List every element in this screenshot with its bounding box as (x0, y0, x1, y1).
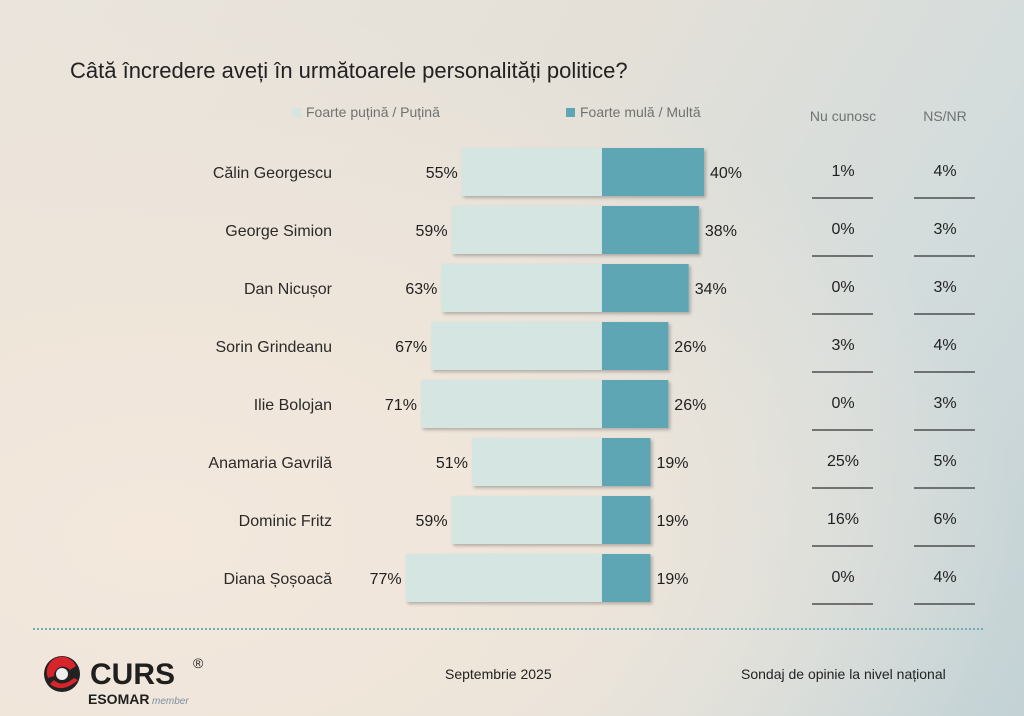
data-label-low: 71% (385, 397, 417, 414)
column-header-unknown: Nu cunosc (809, 108, 877, 124)
value-nsnr: 3% (933, 395, 956, 412)
bar-high (602, 438, 651, 486)
footer-divider (33, 628, 983, 630)
data-label-low: 63% (405, 281, 437, 298)
value-nsnr: 4% (933, 163, 956, 180)
bar-low (451, 206, 602, 254)
value-nsnr: 6% (933, 511, 956, 528)
value-nsnr: 4% (933, 337, 956, 354)
legend-item-high: Foarte mulă / Multă (566, 104, 701, 120)
value-unknown: 25% (827, 453, 859, 470)
legend-label-high: Foarte mulă / Multă (580, 104, 701, 120)
bar-high (602, 554, 651, 602)
value-unknown: 16% (827, 511, 859, 528)
category-label: Diana Șoșoacă (223, 571, 332, 588)
bar-low (471, 438, 602, 486)
curs-logo: CURS ® ESOMAR member (44, 655, 204, 707)
data-label-low: 67% (395, 339, 427, 356)
legend-swatch-high (566, 107, 575, 117)
bar-high (602, 264, 689, 312)
data-label-high: 26% (674, 339, 706, 356)
value-nsnr: 3% (933, 279, 956, 296)
brand-name: CURS (90, 658, 175, 691)
bar-high (602, 322, 669, 370)
chart-title: Câtă încredere aveți în următoarele pers… (70, 58, 628, 83)
legend-label-low: Foarte puțină / Puțină (306, 104, 440, 120)
footer-date: Septembrie 2025 (445, 666, 552, 682)
data-label-low: 59% (416, 513, 448, 530)
value-unknown: 0% (831, 279, 854, 296)
data-label-low: 59% (416, 223, 448, 240)
data-label-high: 19% (656, 571, 688, 588)
bar-low (420, 380, 602, 428)
data-label-low: 77% (370, 571, 402, 588)
value-unknown: 1% (831, 163, 854, 180)
category-label: Sorin Grindeanu (215, 339, 332, 356)
category-label: Dan Nicușor (244, 281, 333, 298)
curs-emblem-icon (44, 656, 80, 692)
data-label-low: 51% (436, 455, 468, 472)
value-unknown: 0% (831, 569, 854, 586)
legend-item-low: Foarte puțină / Puțină (292, 104, 440, 120)
footer-survey: Sondaj de opinie la nivel național (741, 666, 946, 682)
category-label: Dominic Fritz (239, 513, 332, 530)
bar-low (431, 322, 602, 370)
esomar-label: ESOMAR (88, 691, 149, 707)
value-nsnr: 4% (933, 569, 956, 586)
category-label: Anamaria Gavrilă (208, 455, 332, 472)
data-label-high: 19% (656, 455, 688, 472)
category-label: George Simion (225, 223, 332, 240)
legend-swatch-low (292, 107, 301, 117)
registered-mark: ® (193, 655, 204, 671)
member-label: member (152, 696, 189, 707)
data-label-low: 55% (426, 165, 458, 182)
bar-low (441, 264, 602, 312)
value-unknown: 0% (831, 395, 854, 412)
bar-low (451, 496, 602, 544)
bar-high (602, 206, 699, 254)
data-label-high: 34% (695, 281, 727, 298)
value-unknown: 0% (831, 221, 854, 238)
category-label: Ilie Bolojan (254, 397, 332, 414)
data-label-high: 40% (710, 165, 742, 182)
value-nsnr: 3% (933, 221, 956, 238)
bar-low (461, 148, 602, 196)
column-header-nsnr: NS/NR (923, 108, 967, 124)
value-unknown: 3% (831, 337, 854, 354)
bar-high (602, 148, 704, 196)
bar-high (602, 496, 651, 544)
bar-low (405, 554, 602, 602)
data-label-high: 19% (656, 513, 688, 530)
category-label: Călin Georgescu (213, 165, 332, 182)
value-nsnr: 5% (933, 453, 956, 470)
bar-high (602, 380, 669, 428)
data-label-high: 38% (705, 223, 737, 240)
data-label-high: 26% (674, 397, 706, 414)
